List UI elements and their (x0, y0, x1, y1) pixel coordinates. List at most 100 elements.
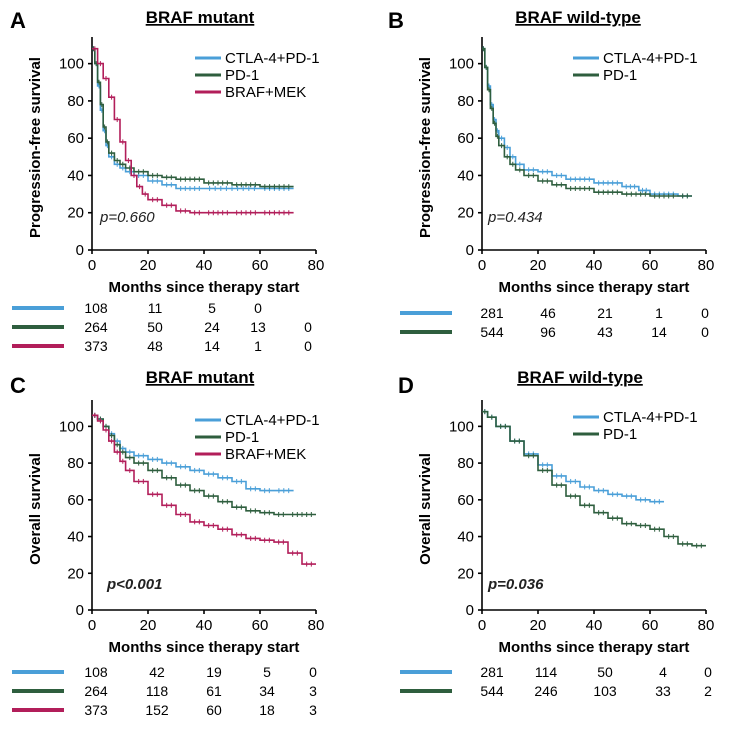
x-tick-label: 40 (196, 257, 213, 274)
risk-count: 544 (480, 683, 504, 699)
risk-count: 0 (304, 338, 312, 354)
y-tick-label: 80 (67, 93, 84, 110)
risk-count: 50 (597, 664, 613, 680)
panel-label: C (10, 373, 26, 398)
risk-count: 18 (259, 702, 275, 718)
risk-count: 114 (535, 664, 558, 680)
legend-label: CTLA-4+PD-1 (603, 50, 698, 67)
x-axis-label: Months since therapy start (499, 639, 690, 656)
risk-count: 21 (597, 305, 613, 321)
risk-count: 11 (148, 300, 163, 316)
legend-label: CTLA-4+PD-1 (603, 409, 698, 426)
x-tick-label: 20 (530, 257, 547, 274)
x-tick-label: 0 (478, 257, 486, 274)
series-line-ctla4-pd1 (92, 47, 294, 190)
risk-count: 3 (309, 683, 317, 699)
legend-label: PD-1 (225, 429, 259, 446)
risk-count: 281 (480, 664, 504, 680)
x-axis-label: Months since therapy start (109, 279, 300, 296)
chart-title: BRAF mutant (146, 8, 255, 27)
risk-count: 2 (704, 683, 712, 699)
panel-label: D (398, 373, 414, 398)
x-tick-label: 0 (88, 257, 96, 274)
y-axis-label: Overall survival (27, 453, 44, 565)
chart-title: BRAF wild-type (517, 368, 643, 387)
y-tick-label: 100 (449, 418, 474, 435)
y-tick-label: 60 (457, 130, 474, 147)
y-tick-label: 40 (457, 529, 474, 546)
series-line-pd1 (482, 410, 706, 547)
y-tick-label: 40 (67, 529, 84, 546)
series-line-ctla4-pd1 (482, 47, 692, 197)
y-tick-label: 100 (59, 56, 84, 73)
risk-count: 373 (84, 702, 108, 718)
x-tick-label: 20 (140, 617, 157, 634)
series-line-braf-mek (92, 47, 294, 214)
x-tick-label: 40 (196, 617, 213, 634)
legend-label: PD-1 (603, 67, 637, 84)
risk-count: 34 (259, 683, 275, 699)
x-tick-label: 80 (698, 617, 715, 634)
y-tick-label: 100 (59, 418, 84, 435)
x-axis-label: Months since therapy start (499, 279, 690, 296)
risk-count: 24 (204, 319, 220, 335)
p-value: p<0.001 (106, 576, 162, 593)
y-tick-label: 60 (67, 492, 84, 509)
risk-count: 1 (254, 338, 262, 354)
y-tick-label: 80 (457, 455, 474, 472)
risk-count: 60 (206, 702, 222, 718)
risk-count: 544 (480, 324, 504, 340)
x-tick-label: 40 (586, 617, 603, 634)
risk-count: 61 (206, 683, 222, 699)
y-tick-label: 20 (67, 205, 84, 222)
x-tick-label: 20 (140, 257, 157, 274)
risk-count: 19 (206, 664, 222, 680)
x-tick-label: 60 (642, 257, 659, 274)
y-axis-label: Progression-free survival (27, 57, 44, 238)
risk-count: 4 (659, 664, 667, 680)
y-axis-label: Overall survival (417, 453, 434, 565)
chart-title: BRAF wild-type (515, 8, 641, 27)
risk-count: 3 (309, 702, 317, 718)
y-tick-label: 80 (67, 455, 84, 472)
risk-count: 0 (701, 324, 709, 340)
legend-label: CTLA-4+PD-1 (225, 412, 320, 429)
risk-count: 264 (84, 683, 108, 699)
x-tick-label: 0 (478, 617, 486, 634)
risk-count: 46 (540, 305, 556, 321)
y-tick-label: 20 (457, 565, 474, 582)
y-tick-label: 0 (76, 602, 84, 619)
x-tick-label: 0 (88, 617, 96, 634)
risk-count: 14 (204, 338, 220, 354)
p-value: p=0.036 (487, 576, 544, 593)
panel-c: C BRAF mutant 0 20 40 60 80 0 20 40 60 80 100 Months … (10, 368, 324, 718)
legend-label: PD-1 (225, 67, 259, 84)
y-tick-label: 60 (457, 492, 474, 509)
risk-count: 0 (304, 319, 312, 335)
legend-label: PD-1 (603, 426, 637, 443)
y-tick-label: 0 (466, 242, 474, 259)
series-line-pd1 (482, 47, 692, 197)
x-tick-label: 60 (252, 257, 269, 274)
risk-count: 0 (704, 664, 712, 680)
risk-count: 152 (145, 702, 169, 718)
panel-label: B (388, 8, 404, 33)
risk-count: 0 (309, 664, 317, 680)
risk-count: 48 (147, 338, 163, 354)
y-tick-label: 0 (76, 242, 84, 259)
risk-count: 5 (263, 664, 271, 680)
risk-count: 118 (146, 683, 169, 699)
risk-count: 108 (84, 664, 108, 680)
panel-label: A (10, 8, 26, 33)
x-tick-label: 80 (308, 257, 325, 274)
legend-label: CTLA-4+PD-1 (225, 50, 320, 67)
x-axis-label: Months since therapy start (109, 639, 300, 656)
y-tick-label: 40 (67, 167, 84, 184)
risk-count: 0 (254, 300, 262, 316)
x-tick-label: 60 (642, 617, 659, 634)
risk-count: 42 (149, 664, 165, 680)
risk-count: 50 (147, 319, 163, 335)
